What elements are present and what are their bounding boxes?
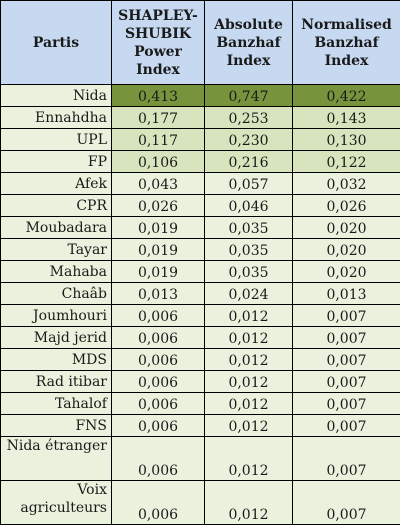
shapley-shubik-cell: 0,006 [112,371,205,393]
absolute-banzhaf-cell: 0,057 [205,173,293,195]
normalised-banzhaf-cell: 0,007 [293,371,400,393]
party-cell: Moubadara [1,217,112,239]
shapley-shubik-cell: 0,006 [112,481,205,525]
normalised-banzhaf-cell: 0,007 [293,393,400,415]
shapley-shubik-cell: 0,106 [112,151,205,173]
absolute-banzhaf-cell: 0,035 [205,239,293,261]
absolute-banzhaf-cell: 0,253 [205,107,293,129]
party-cell: Nida [1,85,112,107]
party-cell: Tahalof [1,393,112,415]
party-cell: Majd jerid [1,327,112,349]
shapley-shubik-cell: 0,413 [112,85,205,107]
absolute-banzhaf-cell: 0,012 [205,327,293,349]
shapley-shubik-cell: 0,026 [112,195,205,217]
party-cell: Joumhouri [1,305,112,327]
normalised-banzhaf-cell: 0,130 [293,129,400,151]
normalised-banzhaf-cell: 0,020 [293,217,400,239]
shapley-shubik-cell: 0,019 [112,217,205,239]
shapley-shubik-cell: 0,019 [112,261,205,283]
normalised-banzhaf-cell: 0,026 [293,195,400,217]
absolute-banzhaf-cell: 0,046 [205,195,293,217]
absolute-banzhaf-cell: 0,035 [205,217,293,239]
normalised-banzhaf-cell: 0,032 [293,173,400,195]
absolute-banzhaf-cell: 0,012 [205,437,293,481]
party-cell: Mahaba [1,261,112,283]
shapley-shubik-cell: 0,043 [112,173,205,195]
normalised-banzhaf-cell: 0,013 [293,283,400,305]
normalised-banzhaf-cell: 0,007 [293,437,400,481]
absolute-banzhaf-cell: 0,230 [205,129,293,151]
party-cell: Ennahdha [1,107,112,129]
absolute-banzhaf-cell: 0,012 [205,305,293,327]
party-cell: MDS [1,349,112,371]
normalised-banzhaf-cell: 0,007 [293,327,400,349]
absolute-banzhaf-cell: 0,035 [205,261,293,283]
shapley-shubik-cell: 0,006 [112,437,205,481]
header-absolute-banzhaf: Absolute Banzhaf Index [205,1,293,85]
header-normalised-banzhaf: Normalised Banzhaf Index [293,1,400,85]
absolute-banzhaf-cell: 0,012 [205,371,293,393]
shapley-shubik-cell: 0,019 [112,239,205,261]
absolute-banzhaf-cell: 0,216 [205,151,293,173]
normalised-banzhaf-cell: 0,020 [293,239,400,261]
shapley-shubik-cell: 0,006 [112,415,205,437]
shapley-shubik-cell: 0,013 [112,283,205,305]
header-party: Partis [1,1,112,85]
normalised-banzhaf-cell: 0,020 [293,261,400,283]
normalised-banzhaf-cell: 0,143 [293,107,400,129]
shapley-shubik-cell: 0,177 [112,107,205,129]
shapley-shubik-cell: 0,006 [112,393,205,415]
absolute-banzhaf-cell: 0,012 [205,393,293,415]
absolute-banzhaf-cell: 0,012 [205,415,293,437]
header-shapley-shubik: SHAPLEY-SHUBIK Power Index [112,1,205,85]
absolute-banzhaf-cell: 0,012 [205,349,293,371]
normalised-banzhaf-cell: 0,007 [293,481,400,525]
party-cell: Afek [1,173,112,195]
party-cell: FNS [1,415,112,437]
party-cell: FP [1,151,112,173]
normalised-banzhaf-cell: 0,122 [293,151,400,173]
shapley-shubik-cell: 0,117 [112,129,205,151]
absolute-banzhaf-cell: 0,747 [205,85,293,107]
party-cell: Rad itibar [1,371,112,393]
party-cell: CPR [1,195,112,217]
party-cell: Chaâb [1,283,112,305]
party-cell: Tayar [1,239,112,261]
normalised-banzhaf-cell: 0,007 [293,349,400,371]
normalised-banzhaf-cell: 0,422 [293,85,400,107]
absolute-banzhaf-cell: 0,024 [205,283,293,305]
party-cell: UPL [1,129,112,151]
normalised-banzhaf-cell: 0,007 [293,305,400,327]
party-cell: Nida étranger [1,437,112,481]
shapley-shubik-cell: 0,006 [112,349,205,371]
party-cell: Voix agriculteurs [1,481,112,525]
shapley-shubik-cell: 0,006 [112,327,205,349]
shapley-shubik-cell: 0,006 [112,305,205,327]
normalised-banzhaf-cell: 0,007 [293,415,400,437]
header-row: Partis SHAPLEY-SHUBIK Power Index Absolu… [1,1,400,85]
absolute-banzhaf-cell: 0,012 [205,481,293,525]
